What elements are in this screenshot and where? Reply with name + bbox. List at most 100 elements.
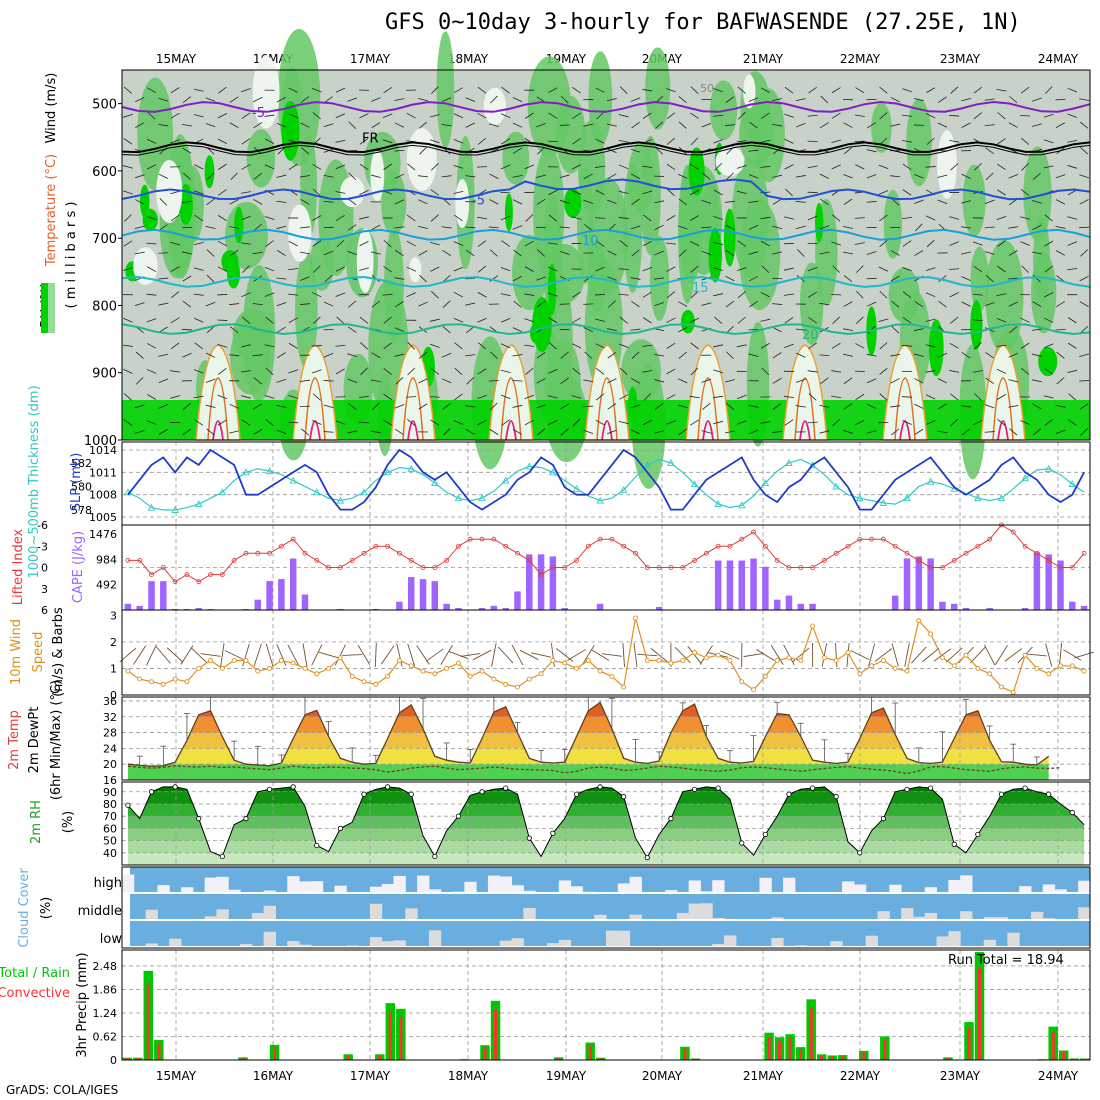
wind-barb [135,97,145,103]
wind-barb [713,420,724,425]
wind-barb [323,301,334,307]
wind-speed-point [562,660,568,666]
cape-bar [773,599,781,610]
hot-plume-core [601,420,613,441]
wind-barb [937,403,947,410]
wind-barb [749,121,758,129]
wind-barb [879,214,888,222]
lifted-index-point [219,572,225,577]
wind-barb [666,163,676,171]
lifted-index-point [656,565,662,570]
wind-barb-10m [1058,643,1063,667]
rh-contour-blob [628,142,654,214]
cape-bar [903,558,911,610]
wind-barb [206,326,215,334]
wind-barb [300,122,310,128]
wind-barb [702,172,711,180]
wind-barb [961,173,971,179]
wind-barb [902,291,912,299]
wind-barb [961,405,972,408]
isotherm-label: 20 [802,328,819,343]
wind-barb [925,292,936,298]
precip-tick-label: 0 [110,1054,117,1067]
wind-barb [123,368,133,374]
wind-barb [996,368,1007,374]
day-label-bottom: 22MAY [840,1069,881,1083]
warm-plume-core [992,377,1014,441]
cloud-cell [428,930,442,946]
wind-barb [760,112,770,119]
wind-speed-point [455,660,461,666]
cloud-cell [688,880,701,892]
wind-speed-point [703,655,709,661]
wind-barb [890,378,900,384]
wind-barb [772,326,782,333]
wind-barb [359,113,369,119]
wind-barb [890,175,901,178]
pressure-tick-label: 700 [92,232,117,247]
wind-barb [926,87,936,93]
wind-barb [678,121,687,129]
cape-bar [407,577,415,610]
wind-barb [265,419,274,426]
wind-barb [536,123,546,128]
wind-barb [465,97,476,102]
wind-barb-10m [922,647,940,663]
wind-barb [807,267,818,272]
convective-bar [788,1038,792,1060]
convective-bar [1072,1058,1076,1060]
wind-barb [914,250,924,256]
wind-barb [997,112,1006,120]
wind-barb [241,215,251,221]
lifted-index-point [302,550,308,556]
wind-barb [489,173,499,179]
lifted-index-point [680,565,686,570]
wind-barb [477,419,487,426]
thickness-point [761,478,770,486]
wind-barb [749,300,758,308]
wind-speed-point [1034,665,1040,671]
hot-plume-core [799,420,811,441]
wind-barb [335,214,345,222]
wind-barb [642,344,653,347]
cloud-cell [936,936,949,946]
wind-barb [630,404,641,409]
wind-barb [194,342,203,350]
wind-barb [323,380,334,382]
lifted-index-point [385,543,391,549]
wind-barb [1020,367,1030,375]
wind-barb [312,316,321,324]
wind-barb [536,276,546,281]
wind-barb [524,293,535,296]
wind-barb [500,113,511,119]
wind-barb [949,342,959,349]
day-label-bottom: 17MAY [350,1069,391,1083]
wind-barb [323,201,334,203]
wind-barb [441,175,452,178]
cape-bar [171,608,179,610]
rh-contour-blob [739,101,775,167]
wind-barb [490,95,498,104]
wind-barb [406,214,416,222]
rh-saturated-blob [723,208,736,267]
wind-barb [784,317,794,324]
wind-barb [252,251,263,255]
wind-barb [808,393,817,401]
rh-legend-dark [41,283,48,333]
wind-barb [677,225,688,230]
precip-conv-label: Convective [0,986,70,1001]
wind-barb-10m [868,643,876,667]
wind-barb [170,266,180,272]
wind-barb [122,344,133,347]
wind-barb [748,275,759,282]
lifted-index-point [196,579,202,585]
wind-barb [419,274,427,283]
wind-barb [1008,226,1019,229]
wind-barb [701,226,712,229]
wind-barb [288,342,298,349]
wind-barb-10m [1004,648,1023,662]
cloud-cell [1042,918,1056,919]
wind-barb [193,395,204,399]
wind-barb [1008,174,1019,179]
wind-barb [241,138,251,145]
